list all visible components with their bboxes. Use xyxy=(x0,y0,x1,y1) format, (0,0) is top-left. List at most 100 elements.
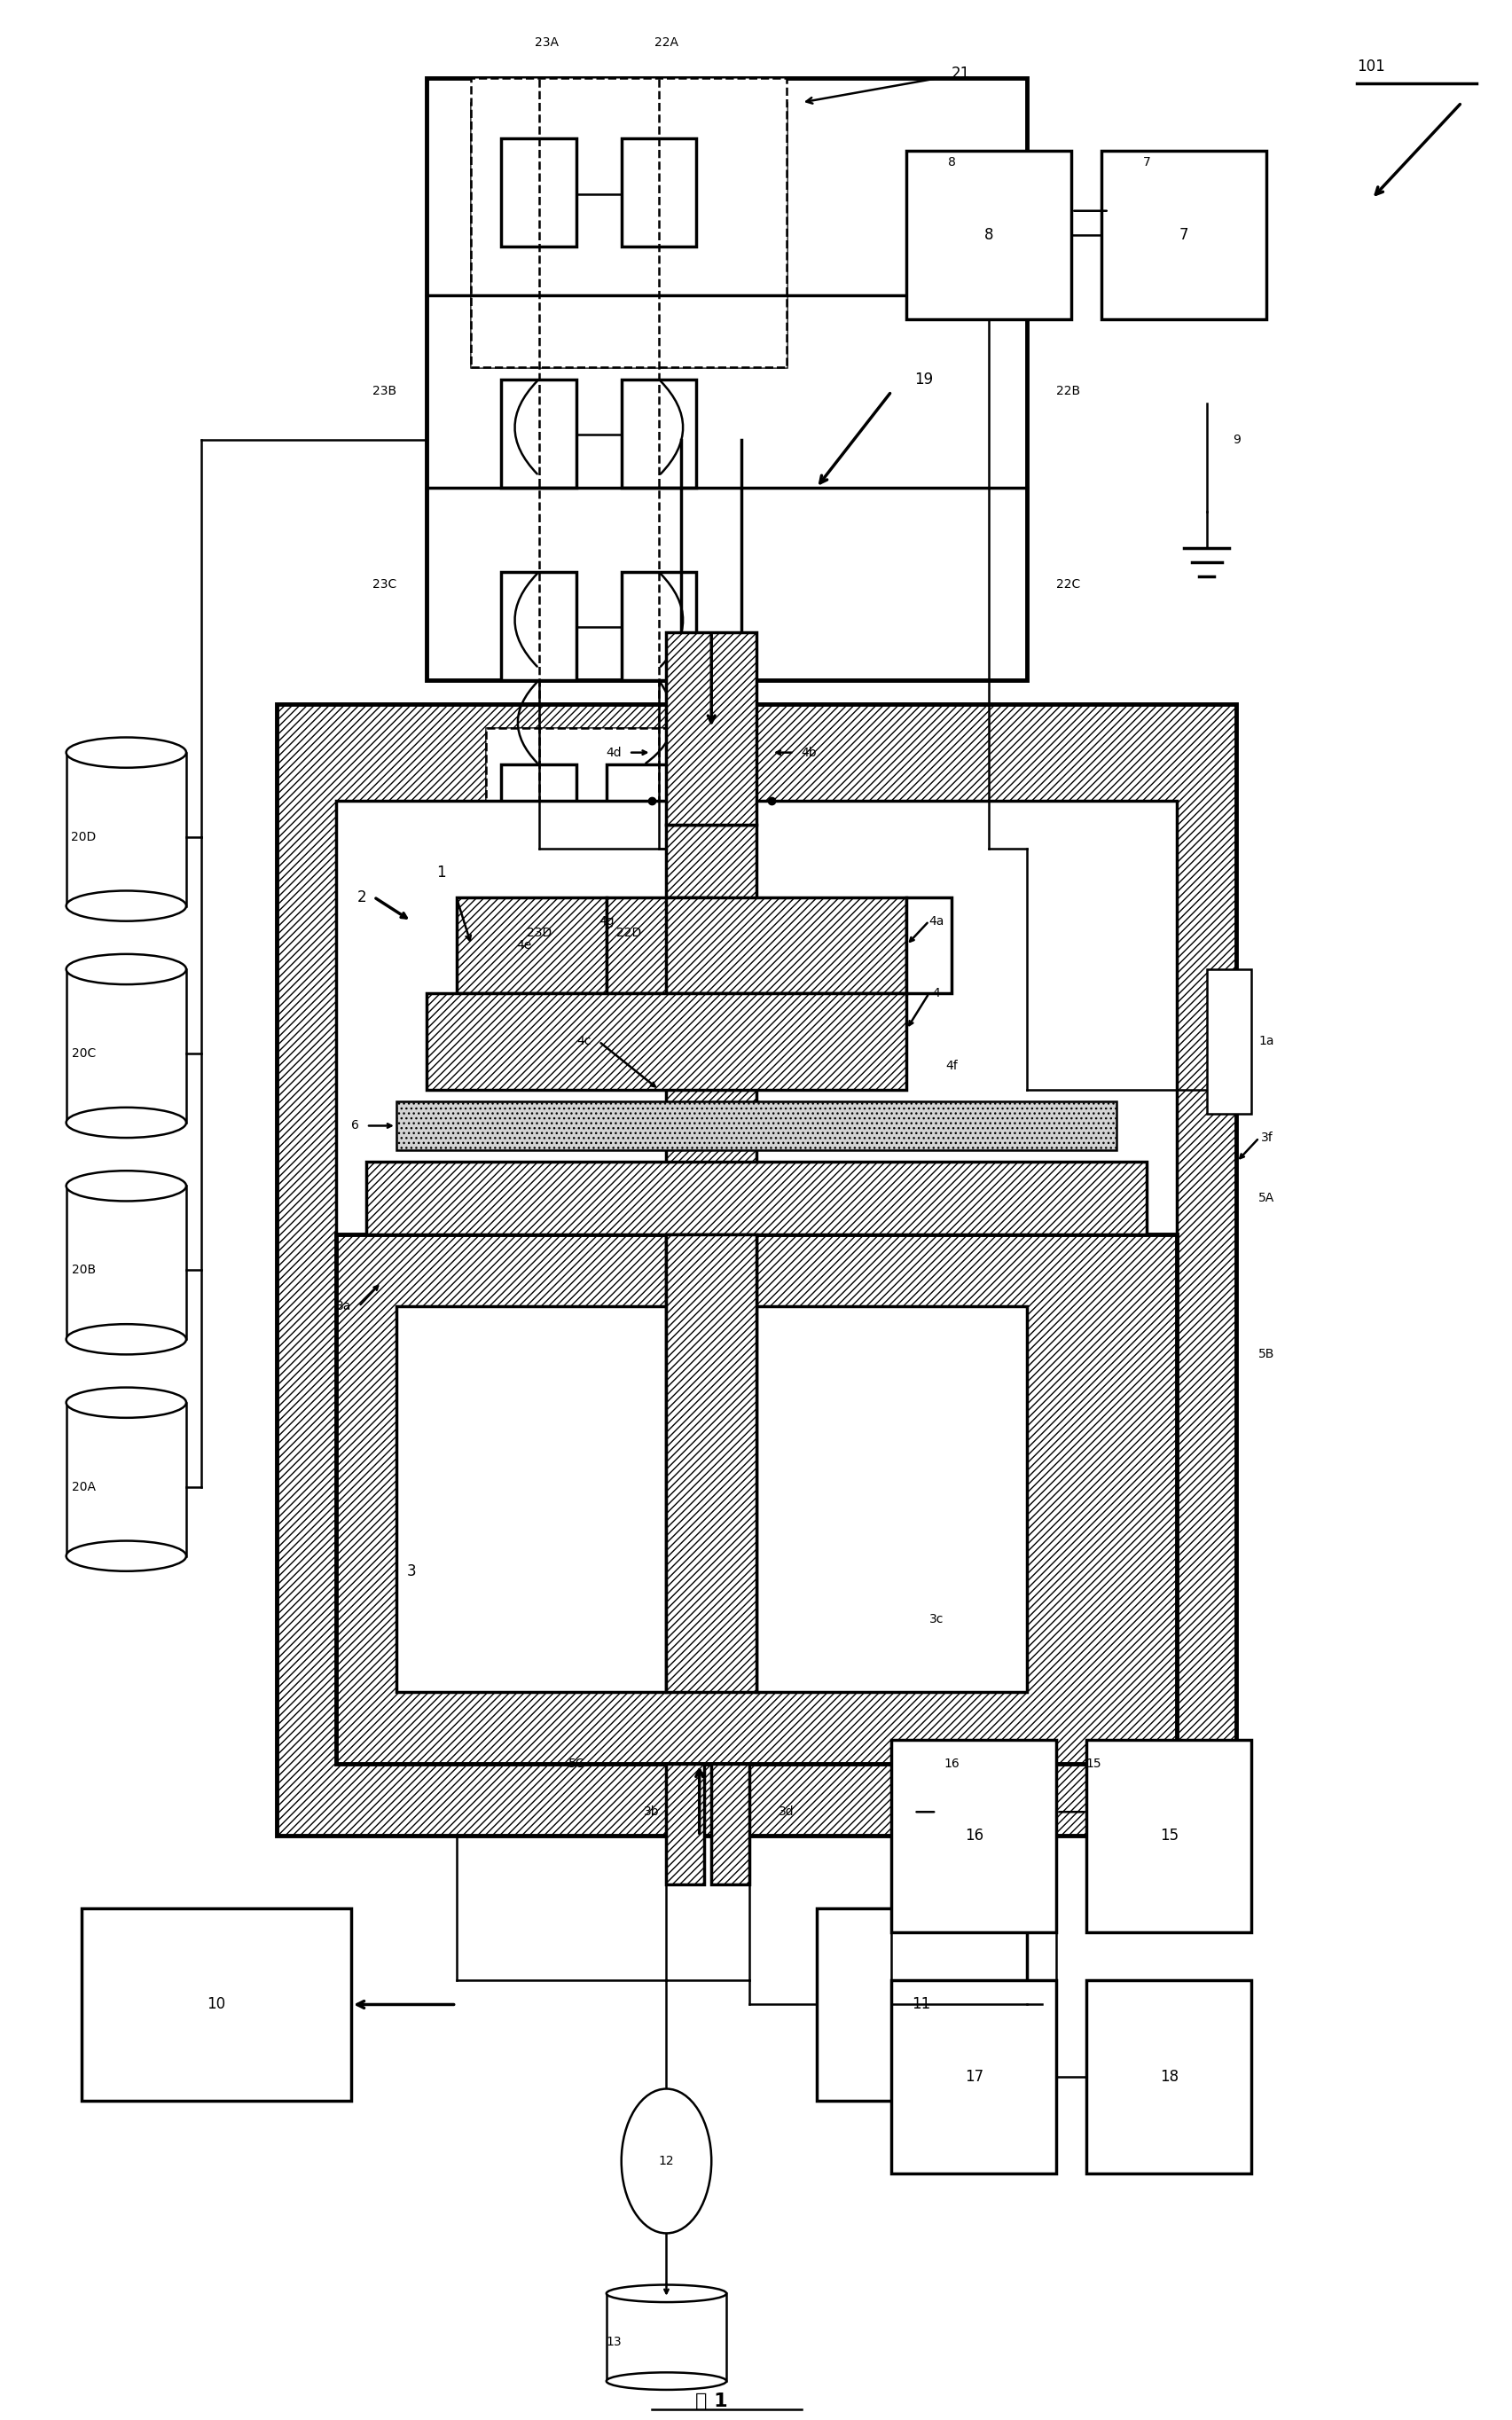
Text: 11: 11 xyxy=(912,1996,930,2013)
Bar xyxy=(621,380,696,489)
Text: 4b: 4b xyxy=(801,745,816,760)
Bar xyxy=(665,898,906,992)
Text: 5B: 5B xyxy=(1258,1348,1275,1360)
Text: 3a: 3a xyxy=(336,1300,351,1312)
Bar xyxy=(1101,150,1266,319)
Bar xyxy=(500,138,576,247)
Text: 4c: 4c xyxy=(576,1036,591,1048)
Text: 1: 1 xyxy=(437,864,446,881)
Bar xyxy=(67,970,186,1123)
Text: 16: 16 xyxy=(965,1827,983,1844)
Text: 23B: 23B xyxy=(372,385,396,397)
Text: 19: 19 xyxy=(913,370,933,387)
Bar xyxy=(665,825,756,1355)
Bar xyxy=(500,765,576,874)
Ellipse shape xyxy=(67,738,186,767)
Text: 22D: 22D xyxy=(615,927,641,939)
Bar xyxy=(472,77,786,368)
Bar xyxy=(711,1764,748,1885)
Circle shape xyxy=(621,2088,711,2234)
Text: 8: 8 xyxy=(984,227,993,242)
Text: 20C: 20C xyxy=(73,1048,97,1060)
Ellipse shape xyxy=(606,2372,726,2391)
Text: 22C: 22C xyxy=(1055,578,1080,590)
Text: 18: 18 xyxy=(1160,2069,1178,2084)
Text: 4g: 4g xyxy=(599,915,614,927)
Text: 23D: 23D xyxy=(526,927,550,939)
Text: 4d: 4d xyxy=(605,745,621,760)
Bar xyxy=(1086,1740,1250,1931)
Bar xyxy=(816,1909,1027,2101)
Text: 21: 21 xyxy=(951,65,969,82)
Text: 3c: 3c xyxy=(928,1614,943,1626)
Bar xyxy=(606,765,680,874)
Text: 15: 15 xyxy=(1160,1827,1178,1844)
Bar xyxy=(67,753,186,905)
Bar xyxy=(67,1186,186,1338)
Text: 5C: 5C xyxy=(569,1757,584,1769)
Ellipse shape xyxy=(67,1324,186,1355)
Ellipse shape xyxy=(67,1171,186,1200)
Ellipse shape xyxy=(67,1108,186,1137)
Bar xyxy=(67,1404,186,1556)
Bar xyxy=(500,380,576,489)
Text: 12: 12 xyxy=(658,2154,674,2168)
Text: 4e: 4e xyxy=(516,939,531,951)
Bar xyxy=(756,1307,1027,1692)
Text: 1a: 1a xyxy=(1258,1036,1273,1048)
Bar xyxy=(396,1307,665,1692)
Bar xyxy=(906,898,951,992)
Text: 15: 15 xyxy=(1086,1757,1101,1769)
Bar xyxy=(82,1909,351,2101)
Text: 10: 10 xyxy=(207,1996,225,2013)
Text: 23A: 23A xyxy=(534,36,558,48)
Text: 4a: 4a xyxy=(928,915,943,927)
Bar xyxy=(336,801,1176,1740)
Text: 6: 6 xyxy=(351,1120,358,1133)
Bar xyxy=(1207,970,1250,1113)
Ellipse shape xyxy=(67,891,186,922)
Text: 7: 7 xyxy=(1142,157,1149,169)
Text: 9: 9 xyxy=(1232,433,1240,445)
Text: 4: 4 xyxy=(931,987,940,999)
Text: 8: 8 xyxy=(947,157,956,169)
Text: 3f: 3f xyxy=(1259,1133,1272,1145)
Bar xyxy=(606,898,711,992)
Bar xyxy=(891,1980,1055,2173)
Text: 20A: 20A xyxy=(73,1481,97,1493)
Bar xyxy=(665,632,756,825)
Text: 4f: 4f xyxy=(945,1060,957,1072)
Bar xyxy=(906,150,1070,319)
Text: 20B: 20B xyxy=(73,1263,97,1275)
Bar xyxy=(396,1101,1116,1149)
Text: 7: 7 xyxy=(1179,227,1188,242)
Text: 5A: 5A xyxy=(1258,1191,1275,1205)
Text: 13: 13 xyxy=(605,2335,621,2347)
Text: 20D: 20D xyxy=(71,830,97,842)
Text: 22A: 22A xyxy=(655,36,677,48)
Text: 3: 3 xyxy=(407,1563,416,1580)
Text: 101: 101 xyxy=(1356,58,1383,75)
Bar xyxy=(472,102,786,368)
Text: 3d: 3d xyxy=(779,1805,794,1817)
Bar xyxy=(277,704,1235,1837)
Bar xyxy=(500,571,576,680)
Text: 23C: 23C xyxy=(372,578,396,590)
Ellipse shape xyxy=(67,1387,186,1418)
Bar xyxy=(485,728,711,898)
Text: 图 1: 图 1 xyxy=(696,2393,727,2410)
Text: 17: 17 xyxy=(965,2069,983,2084)
Bar xyxy=(366,1162,1146,1234)
Ellipse shape xyxy=(67,1542,186,1571)
Text: 16: 16 xyxy=(943,1757,959,1769)
Bar xyxy=(621,571,696,680)
Bar xyxy=(665,1764,703,1885)
Bar xyxy=(485,728,711,898)
Text: 2: 2 xyxy=(357,888,366,905)
Bar xyxy=(1086,1980,1250,2173)
Bar xyxy=(665,1234,756,1692)
Ellipse shape xyxy=(67,953,186,985)
Bar xyxy=(426,77,1027,680)
Ellipse shape xyxy=(606,2284,726,2301)
Bar xyxy=(457,898,606,992)
